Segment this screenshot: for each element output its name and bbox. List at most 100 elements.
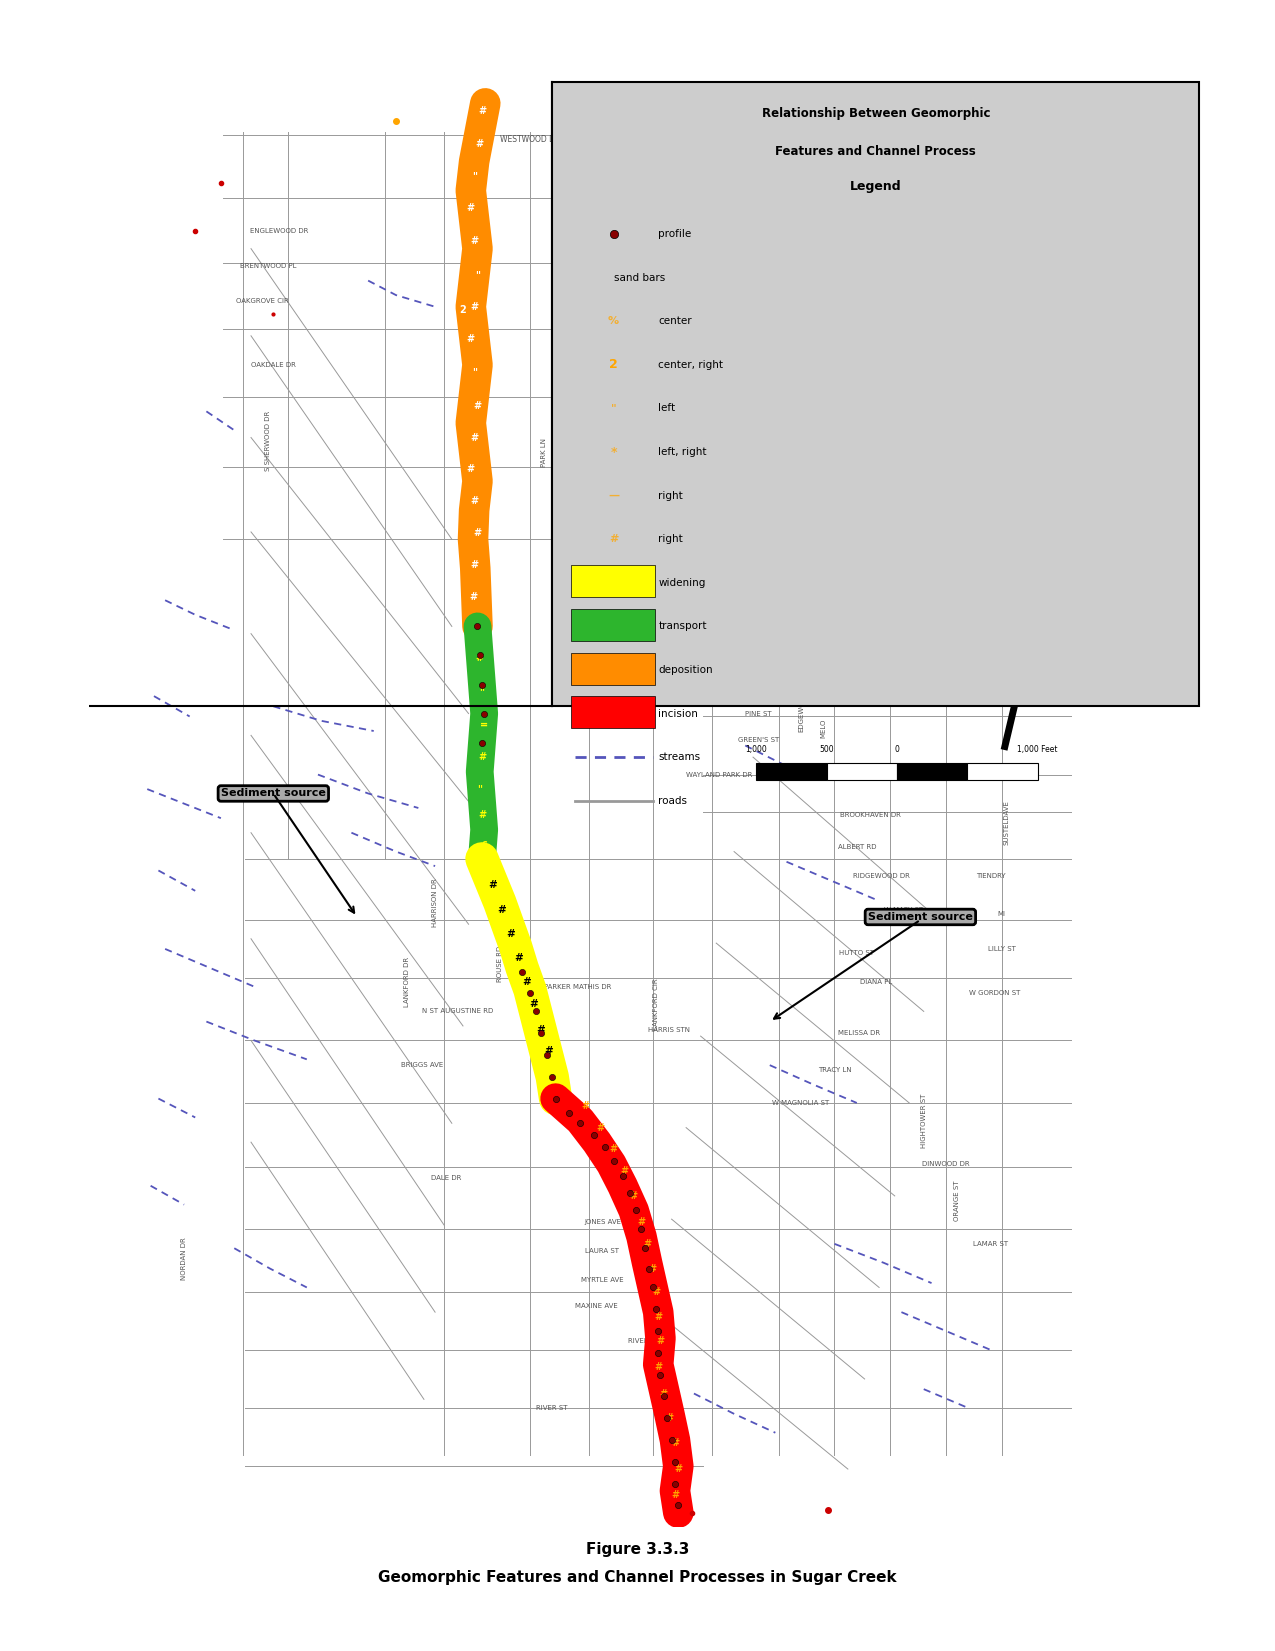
Text: #: # bbox=[506, 930, 515, 939]
Text: LANKFORD DR: LANKFORD DR bbox=[404, 958, 411, 1007]
Text: ENGLEWOOD DR: ENGLEWOOD DR bbox=[250, 228, 309, 234]
Text: BROOKHAVEN DR: BROOKHAVEN DR bbox=[840, 812, 900, 819]
Text: TH: TH bbox=[589, 464, 598, 469]
Text: HUTTO ST: HUTTO ST bbox=[839, 951, 875, 956]
Text: ALBERT RD: ALBERT RD bbox=[838, 844, 876, 850]
Text: 2: 2 bbox=[609, 358, 618, 371]
Text: HARRIS STN: HARRIS STN bbox=[649, 1027, 690, 1034]
Text: PARKER MATHIS DR: PARKER MATHIS DR bbox=[544, 984, 612, 989]
Text: transport: transport bbox=[658, 621, 706, 631]
Text: ": " bbox=[472, 172, 477, 182]
Text: #: # bbox=[476, 139, 483, 149]
Bar bbox=[571, 652, 655, 685]
Text: BRENTWOOD PL: BRENTWOOD PL bbox=[240, 263, 296, 269]
Text: #: # bbox=[654, 1362, 662, 1372]
Text: #: # bbox=[609, 535, 618, 545]
Text: RIDGEWOOD DR: RIDGEWOOD DR bbox=[853, 873, 910, 880]
Text: MELO: MELO bbox=[820, 718, 826, 738]
Text: DINWOOD DR: DINWOOD DR bbox=[922, 1161, 970, 1167]
Text: *: * bbox=[611, 446, 617, 459]
Text: #: # bbox=[469, 593, 477, 603]
Text: #: # bbox=[657, 1336, 664, 1346]
Text: #: # bbox=[659, 1388, 668, 1398]
Text: THOMWAL
CIR: THOMWAL CIR bbox=[595, 438, 631, 451]
Text: HIC: HIC bbox=[590, 376, 603, 383]
Text: LIN: LIN bbox=[597, 246, 608, 251]
Text: Legend: Legend bbox=[850, 180, 901, 193]
Text: c: c bbox=[481, 839, 487, 849]
Text: Sediment source: Sediment source bbox=[221, 789, 326, 799]
Text: #: # bbox=[523, 977, 530, 987]
Text: right: right bbox=[658, 490, 683, 500]
Text: #: # bbox=[609, 1144, 617, 1154]
Text: ": " bbox=[476, 269, 479, 279]
Text: #: # bbox=[649, 1263, 657, 1273]
Text: DE: DE bbox=[887, 670, 898, 675]
Text: DELL: DELL bbox=[594, 274, 611, 281]
Text: left, right: left, right bbox=[658, 447, 706, 457]
Text: JONES AVE: JONES AVE bbox=[584, 1218, 621, 1225]
Text: right: right bbox=[658, 535, 683, 545]
Text: #: # bbox=[473, 401, 482, 411]
Text: #: # bbox=[638, 1217, 645, 1227]
Text: #: # bbox=[467, 334, 474, 343]
Text: #: # bbox=[470, 560, 478, 570]
Text: #: # bbox=[597, 1123, 604, 1133]
Text: Figure 3.3.3: Figure 3.3.3 bbox=[585, 1542, 690, 1557]
Text: #: # bbox=[473, 528, 482, 538]
Text: 1,000: 1,000 bbox=[746, 745, 768, 755]
Text: center, right: center, right bbox=[658, 360, 723, 370]
Text: W MARY ST: W MARY ST bbox=[884, 906, 923, 913]
Text: #: # bbox=[652, 1286, 660, 1296]
Text: RIVER WAY: RIVER WAY bbox=[629, 1339, 666, 1344]
Text: Features and Channel Process: Features and Channel Process bbox=[775, 145, 977, 158]
Text: TRACY LN: TRACY LN bbox=[817, 1067, 852, 1073]
Text: W GORDON ST: W GORDON ST bbox=[969, 989, 1021, 996]
Text: OAKDALE DR: OAKDALE DR bbox=[251, 362, 296, 368]
Text: W MAGNOLIA ST: W MAGNOLIA ST bbox=[773, 1100, 830, 1106]
Bar bbox=[552, 81, 1200, 707]
Text: ": " bbox=[479, 687, 484, 697]
Text: #: # bbox=[478, 753, 486, 763]
Text: HARRISON DR: HARRISON DR bbox=[432, 878, 439, 926]
Text: widening: widening bbox=[658, 578, 705, 588]
Text: NORDAN DR: NORDAN DR bbox=[181, 1237, 187, 1280]
Text: PINE ST: PINE ST bbox=[746, 710, 771, 717]
Text: LAKE
BRIGH: LAKE BRIGH bbox=[580, 312, 602, 325]
Text: ": " bbox=[611, 403, 616, 413]
Text: 500: 500 bbox=[820, 745, 834, 755]
Text: =: = bbox=[481, 720, 488, 730]
Text: SUSTELDAVE: SUSTELDAVE bbox=[1003, 801, 1010, 845]
Bar bbox=[571, 565, 655, 598]
Text: GREEN'S ST: GREEN'S ST bbox=[738, 736, 779, 743]
Bar bbox=[571, 697, 655, 728]
Text: Relationship Between Geomorphic: Relationship Between Geomorphic bbox=[761, 107, 989, 121]
Text: ": " bbox=[477, 784, 482, 794]
Text: streams: streams bbox=[658, 753, 700, 763]
Text: #: # bbox=[514, 953, 523, 963]
Text: ": " bbox=[472, 367, 477, 376]
Text: #: # bbox=[671, 1438, 680, 1448]
Bar bbox=[756, 763, 826, 781]
Text: Geomorphic Features and Channel Processes in Sugar Creek: Geomorphic Features and Channel Processe… bbox=[379, 1570, 896, 1585]
Text: MYRTLE AVE: MYRTLE AVE bbox=[581, 1278, 623, 1283]
Bar bbox=[571, 609, 655, 641]
Text: PARK LN: PARK LN bbox=[542, 438, 547, 467]
Text: #: # bbox=[643, 1238, 652, 1248]
Text: OAKGROVE CIR: OAKGROVE CIR bbox=[236, 297, 288, 304]
Text: BRIGGS AVE: BRIGGS AVE bbox=[400, 1062, 442, 1068]
Text: #: # bbox=[674, 1464, 682, 1474]
Text: DALE DR: DALE DR bbox=[431, 1176, 462, 1182]
Text: HIGHTOWER ST: HIGHTOWER ST bbox=[921, 1093, 927, 1147]
Bar bbox=[896, 763, 968, 781]
Text: #: # bbox=[666, 1413, 673, 1423]
Text: LANKFORD CIR: LANKFORD CIR bbox=[653, 979, 659, 1030]
Text: MELISSA DR: MELISSA DR bbox=[838, 1030, 880, 1037]
Text: deposition: deposition bbox=[658, 665, 713, 675]
Text: ORANGE ST: ORANGE ST bbox=[954, 1180, 960, 1220]
Text: incision: incision bbox=[658, 708, 699, 718]
Text: KIMBERL: KIMBERL bbox=[581, 216, 612, 223]
Text: LILLY ST: LILLY ST bbox=[988, 946, 1016, 953]
Text: #: # bbox=[470, 497, 478, 507]
Text: #: # bbox=[478, 811, 486, 821]
